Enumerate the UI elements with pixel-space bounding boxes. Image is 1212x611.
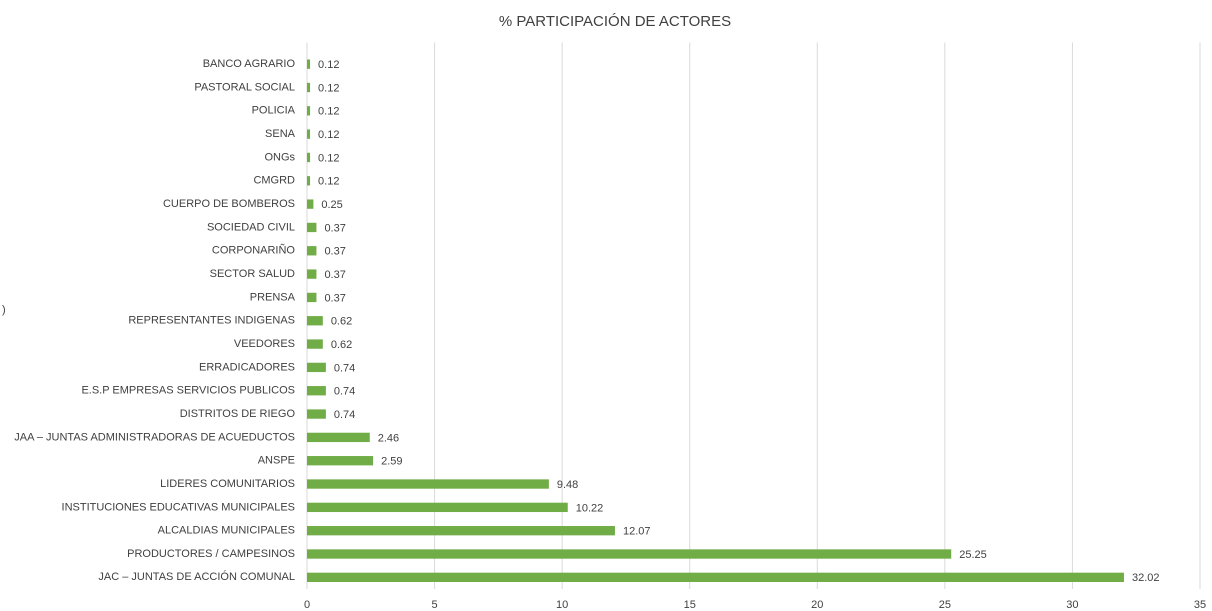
y-tick-label: ALCALDIAS MUNICIPALES <box>158 525 295 537</box>
y-tick-label: ERRADICADORES <box>199 361 295 373</box>
data-label: 0.62 <box>331 339 352 351</box>
annotation: ) <box>2 304 6 316</box>
y-tick-label: JAA – JUNTAS ADMINISTRADORAS DE ACUEDUCT… <box>14 431 295 443</box>
x-tick-label: 10 <box>556 599 568 611</box>
bar <box>307 339 323 349</box>
bar <box>307 432 370 443</box>
data-label: 0.12 <box>318 106 339 118</box>
bar <box>307 456 374 466</box>
y-tick-label: INSTITUCIONES EDUCATIVAS MUNICIPALES <box>62 501 295 513</box>
y-tick-label: ANSPE <box>258 455 295 467</box>
x-tick-label: 30 <box>1066 599 1078 611</box>
data-label: 12.07 <box>623 526 651 538</box>
bar <box>307 176 311 186</box>
y-tick-label: CUERPO DE BOMBEROS <box>163 198 295 210</box>
bar <box>307 246 317 256</box>
bar <box>307 409 326 419</box>
bar <box>307 572 1124 583</box>
bar <box>307 82 311 93</box>
data-label: 10.22 <box>576 502 604 514</box>
bar <box>307 549 952 559</box>
data-label: 0.12 <box>318 59 339 71</box>
data-label: 2.59 <box>381 456 402 468</box>
bar <box>307 386 326 396</box>
y-tick-label: PRENSA <box>250 291 296 303</box>
data-label: 2.46 <box>378 432 399 444</box>
bar <box>307 152 311 163</box>
data-label: 0.74 <box>334 409 355 421</box>
data-label: 0.37 <box>324 292 345 304</box>
data-label: 0.37 <box>324 246 345 258</box>
bar <box>307 106 311 116</box>
y-tick-label: CORPONARIÑO <box>212 244 296 257</box>
bar <box>307 222 317 233</box>
x-tick-label: 15 <box>684 599 696 611</box>
bar <box>307 526 615 536</box>
x-tick-label: 0 <box>304 599 310 611</box>
bar <box>307 292 317 303</box>
data-label: 0.37 <box>324 269 345 281</box>
y-tick-label: PRODUCTORES / CAMPESINOS <box>127 548 295 560</box>
x-tick-label: 20 <box>811 599 823 611</box>
data-label: 0.12 <box>318 176 339 188</box>
data-label: 0.74 <box>334 386 355 398</box>
y-tick-label: ONGs <box>264 151 295 163</box>
y-tick-label: VEEDORES <box>234 338 295 350</box>
bar <box>307 199 314 209</box>
y-tick-label: SECTOR SALUD <box>210 268 295 280</box>
y-tick-label: PASTORAL SOCIAL <box>194 81 295 93</box>
y-tick-label: SOCIEDAD CIVIL <box>207 221 295 233</box>
x-tick-label: 35 <box>1194 599 1206 611</box>
bar <box>307 129 311 139</box>
data-label: 0.25 <box>321 199 342 211</box>
chart-title: % PARTICIPACIÓN DE ACTORES <box>499 13 731 30</box>
data-label: 32.02 <box>1132 572 1160 584</box>
bar <box>307 59 311 69</box>
bar <box>307 479 549 489</box>
bar <box>307 269 317 279</box>
data-label: 25.25 <box>959 549 987 561</box>
data-label: 0.62 <box>331 316 352 328</box>
bar <box>307 362 326 373</box>
data-label: 9.48 <box>557 479 578 491</box>
data-label: 0.12 <box>318 82 339 94</box>
y-tick-label: LIDERES COMUNITARIOS <box>160 478 295 490</box>
y-tick-label: DISTRITOS DE RIEGO <box>180 408 296 420</box>
bar <box>307 316 323 326</box>
y-tick-label: REPRESENTANTES INDIGENAS <box>128 315 295 327</box>
data-label: 0.12 <box>318 129 339 141</box>
y-tick-label: POLICIA <box>252 105 296 117</box>
y-tick-label: CMGRD <box>253 175 295 187</box>
x-tick-label: 25 <box>939 599 951 611</box>
y-tick-label: BANCO AGRARIO <box>203 58 296 70</box>
y-tick-label: E.S.P EMPRESAS SERVICIOS PUBLICOS <box>81 385 295 397</box>
bar <box>307 502 568 513</box>
y-tick-label: JAC – JUNTAS DE ACCIÓN COMUNAL <box>98 570 295 583</box>
data-label: 0.37 <box>324 222 345 234</box>
y-tick-label: SENA <box>265 128 296 140</box>
data-label: 0.74 <box>334 362 355 374</box>
x-tick-label: 5 <box>432 599 438 611</box>
data-label: 0.12 <box>318 152 339 164</box>
